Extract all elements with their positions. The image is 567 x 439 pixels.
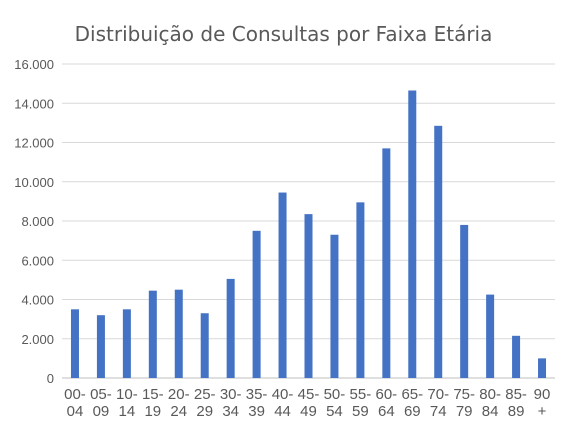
y-tick-label: 14.000 <box>14 96 54 111</box>
bars <box>70 90 547 379</box>
x-tick-label: 90 + <box>534 386 551 420</box>
x-tick-label: 70-74 <box>427 386 449 420</box>
y-tick-label: 2.000 <box>21 332 54 347</box>
bar <box>174 289 183 378</box>
bar <box>70 309 79 378</box>
x-tick-label: 80-84 <box>479 386 501 420</box>
bar <box>434 125 443 378</box>
x-tick-label: 55-59 <box>350 386 372 420</box>
y-tick-label: 6.000 <box>21 253 54 268</box>
bar <box>226 278 235 378</box>
x-tick-label: 35-39 <box>246 386 268 420</box>
x-tick-label: 60-64 <box>375 386 397 420</box>
bar <box>278 192 287 378</box>
x-tick-label: 05-09 <box>90 386 112 420</box>
y-tick-label: 10.000 <box>14 175 54 190</box>
x-tick-label: 20-24 <box>168 386 190 420</box>
bar <box>486 294 495 378</box>
y-tick-label: 16.000 <box>14 57 54 72</box>
x-tick-label: 40-44 <box>272 386 294 420</box>
x-axis-ticks: 00-0405-0910-1415-1920-2425-2930-3435-39… <box>64 386 550 420</box>
x-tick-label: 65-69 <box>401 386 423 420</box>
x-tick-label: 75-79 <box>453 386 475 420</box>
bar <box>96 315 105 378</box>
y-tick-label: 8.000 <box>21 214 54 229</box>
x-tick-label: 10-14 <box>116 386 138 420</box>
chart-title: Distribuição de Consultas por Faixa Etár… <box>74 22 493 46</box>
bar <box>356 202 365 378</box>
bar <box>200 313 209 378</box>
bar <box>122 309 131 378</box>
bar <box>330 234 339 378</box>
bar <box>148 290 157 378</box>
y-tick-label: 0 <box>47 371 54 386</box>
y-tick-label: 12.000 <box>14 136 54 151</box>
bar <box>408 90 417 379</box>
bar <box>252 230 261 378</box>
bar <box>382 148 391 378</box>
x-tick-label: 00-04 <box>64 386 86 420</box>
y-tick-label: 4.000 <box>21 293 54 308</box>
bar <box>512 335 521 378</box>
x-tick-label: 85-89 <box>505 386 527 420</box>
x-tick-label: 50-54 <box>324 386 346 420</box>
x-tick-label: 25-29 <box>194 386 216 420</box>
x-tick-label: 15-19 <box>142 386 164 420</box>
x-tick-label: 45-49 <box>298 386 320 420</box>
bar <box>460 224 469 378</box>
y-axis-ticks: 0 2.000 4.000 6.000 8.000 10.000 12.000 14.000 1… <box>14 57 54 386</box>
bar <box>304 214 313 378</box>
x-tick-label: 30-34 <box>220 386 242 420</box>
bar <box>538 358 547 378</box>
